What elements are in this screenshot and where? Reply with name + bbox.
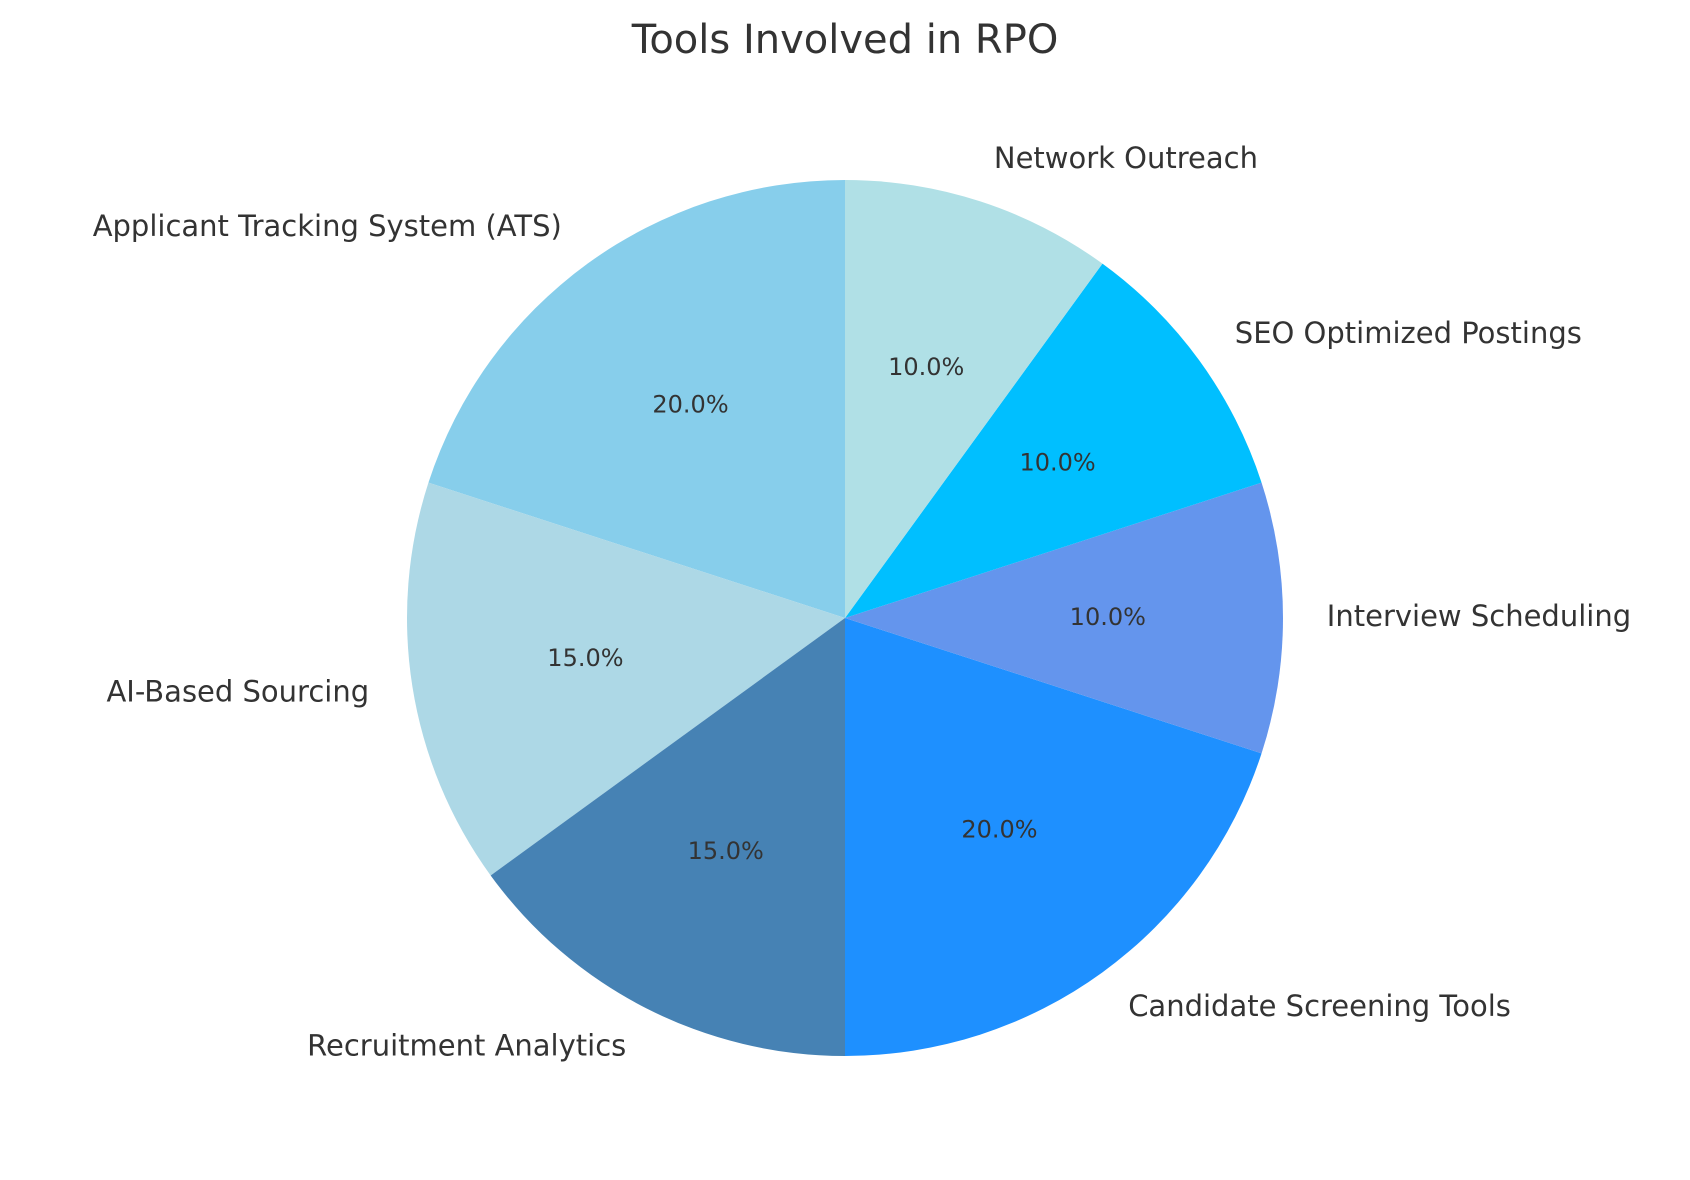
pct-label-interview-scheduling: 10.0% [1070,603,1146,631]
pct-label-ai-based-sourcing: 15.0% [547,644,623,672]
pct-label-recruitment-analytics: 15.0% [688,837,764,865]
chart-title: Tools Involved in RPO [631,17,1059,63]
pie-slice-ai-based-sourcing [406,482,845,876]
pct-label-seo-optimized-postings: 10.0% [1019,449,1095,477]
pie-slice-candidate-screening-tools [845,618,1262,1056]
pct-label-network-outreach: 10.0% [888,353,964,381]
slice-label-network-outreach: Network Outreach [994,141,1258,175]
pie-slice-seo-optimized-postings [845,263,1262,618]
slice-label-recruitment-analytics: Recruitment Analytics [307,1028,626,1062]
slice-label-seo-optimized-postings: SEO Optimized Postings [1235,316,1582,350]
slice-label-ai-based-sourcing: AI-Based Sourcing [106,674,369,708]
pie-slice-network-outreach [845,180,1103,618]
slice-labels: Applicant Tracking System (ATS) AI-Based … [93,141,1631,1063]
pie-slice-interview-scheduling [845,482,1283,754]
pie-slice-applicant-tracking-system-ats [428,180,845,618]
pct-label-applicant-tracking-system-ats: 20.0% [652,390,728,418]
pie-slices [406,180,1283,1056]
percentage-labels: 20.0% 15.0% 15.0% 20.0% 10.0% 10.0% 10.0% [547,353,1146,865]
slice-label-candidate-screening-tools: Candidate Screening Tools [1128,989,1511,1023]
slice-label-interview-scheduling: Interview Scheduling [1327,599,1631,633]
pie-slice-recruitment-analytics [490,618,845,1056]
pct-label-candidate-screening-tools: 20.0% [961,816,1037,844]
slice-label-applicant-tracking-system-ats: Applicant Tracking System (ATS) [93,209,562,243]
